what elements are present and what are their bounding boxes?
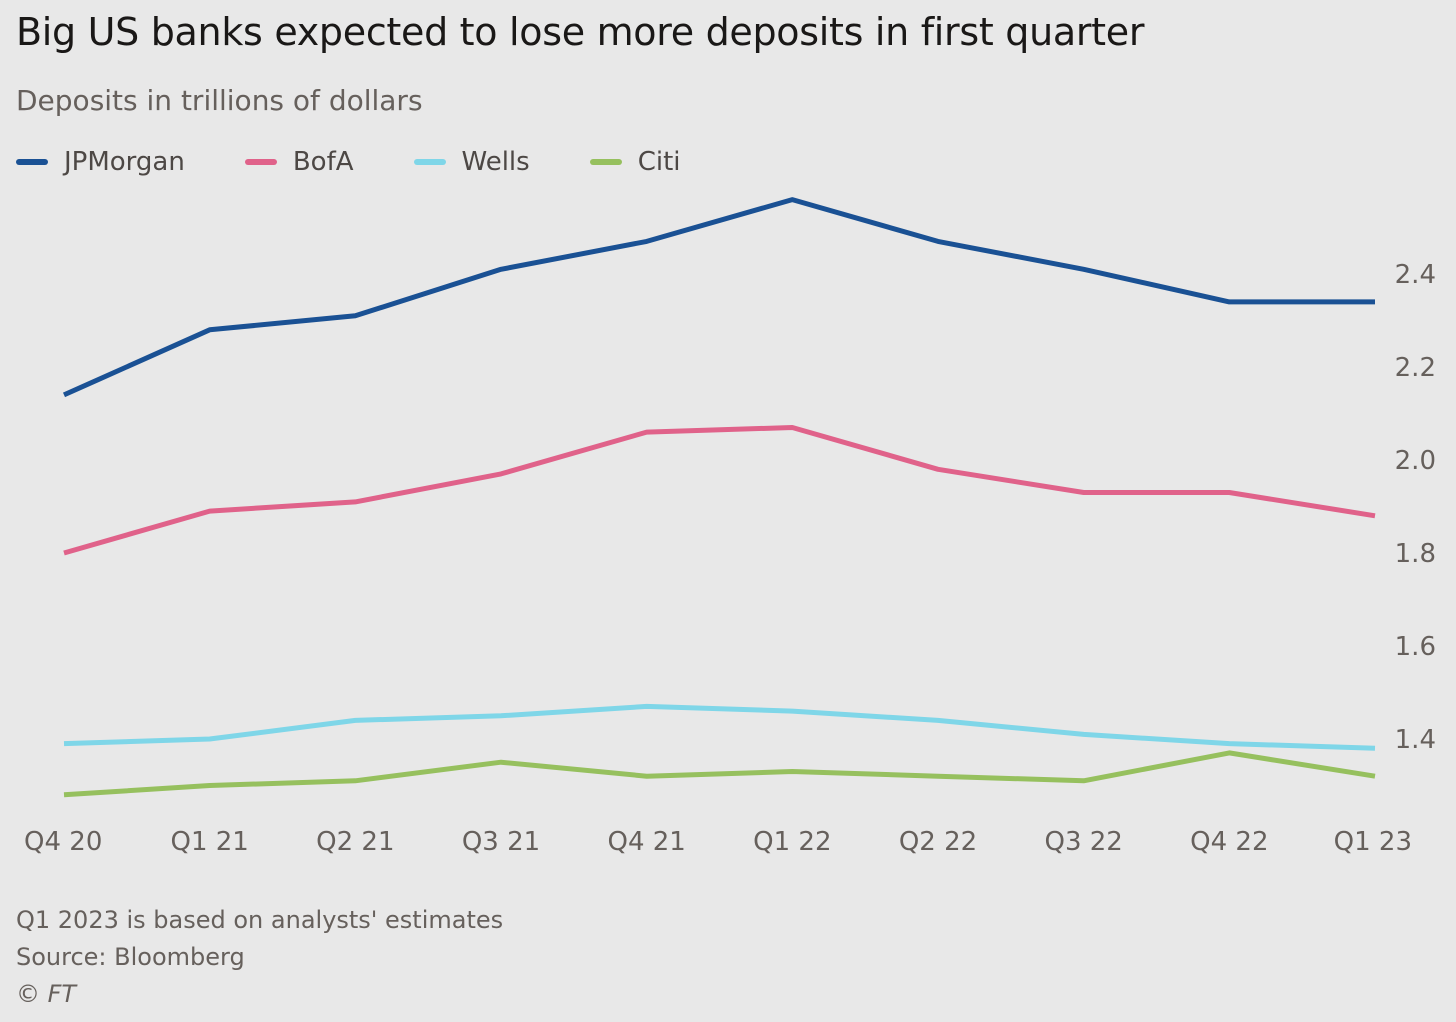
legend-item-citi: Citi xyxy=(589,147,681,177)
legend: JPMorgan BofA Wells Citi xyxy=(16,147,741,177)
legend-swatch-wells xyxy=(413,159,446,165)
legend-item-wells: Wells xyxy=(413,147,530,177)
legend-swatch-bofa xyxy=(244,159,277,165)
legend-item-jpmorgan: JPMorgan xyxy=(16,147,185,177)
x-tick-label: Q2 22 xyxy=(899,827,977,857)
x-tick-label: Q2 21 xyxy=(316,827,394,857)
legend-swatch-citi xyxy=(589,159,622,165)
y-tick-label: 1.4 xyxy=(1395,725,1436,755)
legend-item-bofa: BofA xyxy=(244,147,354,177)
legend-label-jpmorgan: JPMorgan xyxy=(64,147,185,177)
legend-label-citi: Citi xyxy=(637,147,681,177)
y-tick-label: 1.6 xyxy=(1395,632,1436,662)
series-line-bofa xyxy=(63,425,1376,556)
y-tick-label: 2.0 xyxy=(1395,446,1436,476)
footer: Q1 2023 is based on analysts' estimates … xyxy=(16,902,503,1013)
footnote: Q1 2023 is based on analysts' estimates xyxy=(16,906,504,934)
x-tick-label: Q4 21 xyxy=(607,827,685,857)
x-tick-label: Q4 22 xyxy=(1190,827,1268,857)
source-note: Source: Bloomberg xyxy=(16,943,245,971)
x-axis: Q4 20 Q1 21 Q2 21 Q3 21 Q4 21 Q1 22 Q2 22 Q3 22… xyxy=(24,827,1412,857)
x-tick-label: Q1 21 xyxy=(170,827,248,857)
series-line-citi xyxy=(63,750,1376,798)
legend-label-bofa: BofA xyxy=(292,147,354,177)
legend-swatch-jpmorgan xyxy=(16,159,48,165)
copyright: © FT xyxy=(16,980,77,1008)
x-tick-label: Q3 22 xyxy=(1044,827,1122,857)
series-line-jpmorgan xyxy=(62,197,1375,398)
y-tick-label: 1.8 xyxy=(1395,539,1436,569)
series-lines xyxy=(62,197,1376,798)
legend-label-wells: Wells xyxy=(461,147,530,177)
chart-title: Big US banks expected to lose more depos… xyxy=(16,10,1145,54)
x-tick-label: Q1 23 xyxy=(1334,827,1412,857)
x-tick-label: Q4 20 xyxy=(24,827,102,857)
chart-subtitle: Deposits in trillions of dollars xyxy=(16,84,423,117)
series-line-wells xyxy=(63,703,1376,751)
y-axis: 1.4 1.6 1.8 2.0 2.2 2.4 xyxy=(1395,260,1436,755)
x-tick-label: Q3 21 xyxy=(462,827,540,857)
y-tick-label: 2.4 xyxy=(1395,260,1436,290)
x-tick-label: Q1 22 xyxy=(753,827,831,857)
y-tick-label: 2.2 xyxy=(1395,353,1436,383)
